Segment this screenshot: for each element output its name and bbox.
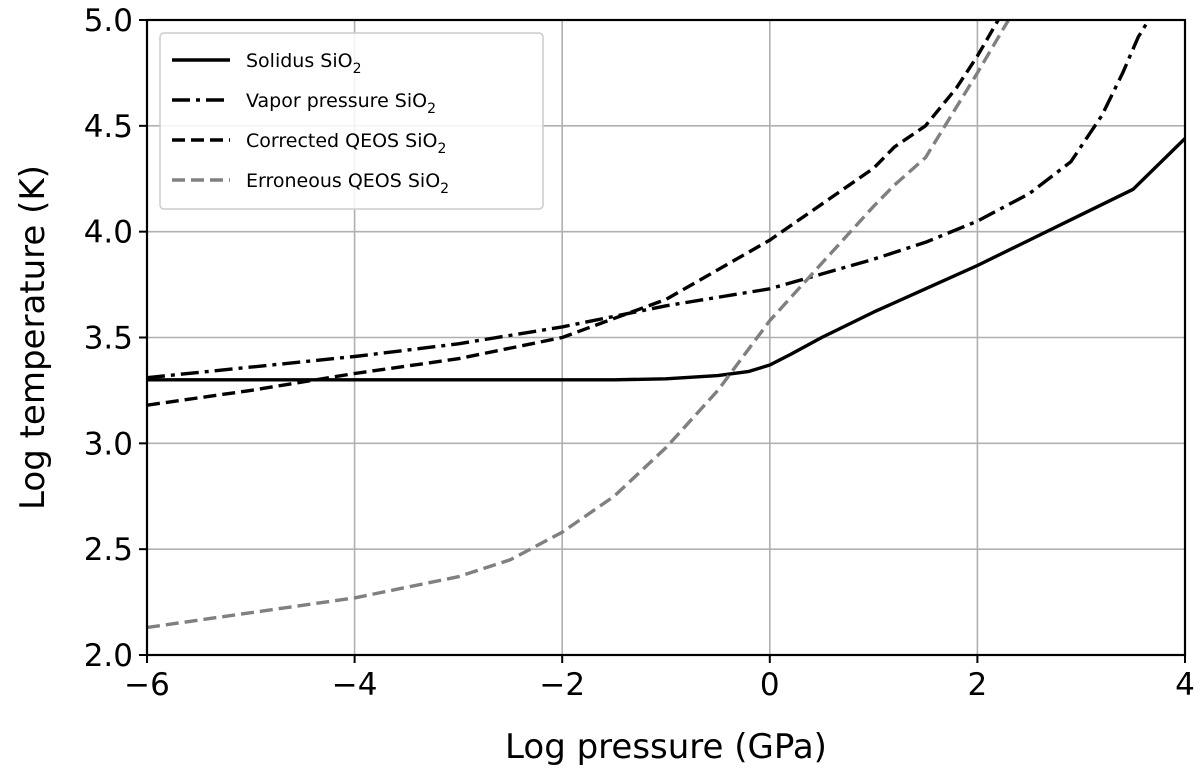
legend-box xyxy=(159,32,544,210)
y-tick-label: 3.5 xyxy=(84,321,133,357)
x-axis-label: Log pressure (GPa) xyxy=(505,727,827,767)
x-tick-label: 4 xyxy=(1175,667,1195,703)
legend-label-subscript: 2 xyxy=(427,101,436,117)
legend-label-1: Vapor pressure SiO2 xyxy=(246,90,436,117)
legend-label-3: Erroneous QEOS SiO2 xyxy=(246,170,449,197)
x-tick-label: −2 xyxy=(539,667,585,703)
y-tick-label: 4.0 xyxy=(84,215,133,251)
legend-label-text: Corrected QEOS SiO xyxy=(246,130,437,152)
x-tick-label: −4 xyxy=(332,667,378,703)
series-line-1 xyxy=(147,20,1151,380)
legend-label-2: Corrected QEOS SiO2 xyxy=(246,130,446,157)
legend-label-text: Vapor pressure SiO xyxy=(246,90,427,112)
legend-label-text: Erroneous QEOS SiO xyxy=(246,170,440,192)
x-tick-label: 2 xyxy=(968,667,988,703)
y-tick-label: 2.0 xyxy=(84,638,133,674)
series-line-2 xyxy=(147,20,1000,407)
x-tick-label: 0 xyxy=(760,667,780,703)
legend-label-subscript: 2 xyxy=(440,181,449,197)
series-line-3 xyxy=(147,20,1010,630)
y-axis-label: Log temperature (K) xyxy=(13,165,53,510)
series-layer xyxy=(147,20,1185,630)
series-line-0 xyxy=(147,137,1185,382)
y-tick-label: 5.0 xyxy=(84,3,133,39)
y-tick-label: 3.0 xyxy=(84,426,133,462)
x-tick-label: −6 xyxy=(124,667,170,703)
y-tick-label: 4.5 xyxy=(84,109,133,145)
legend-label-0: Solidus SiO2 xyxy=(246,50,362,77)
legend-label-subscript: 2 xyxy=(437,141,446,157)
legend-label-subscript: 2 xyxy=(353,61,362,77)
y-tick-label: 2.5 xyxy=(84,532,133,568)
legend-label-text: Solidus SiO xyxy=(246,50,353,72)
ticks: −6 −4 −2 0 2 4 2.0 2.5 3.0 3.5 4.0 4.5 5.0 xyxy=(84,3,1195,703)
